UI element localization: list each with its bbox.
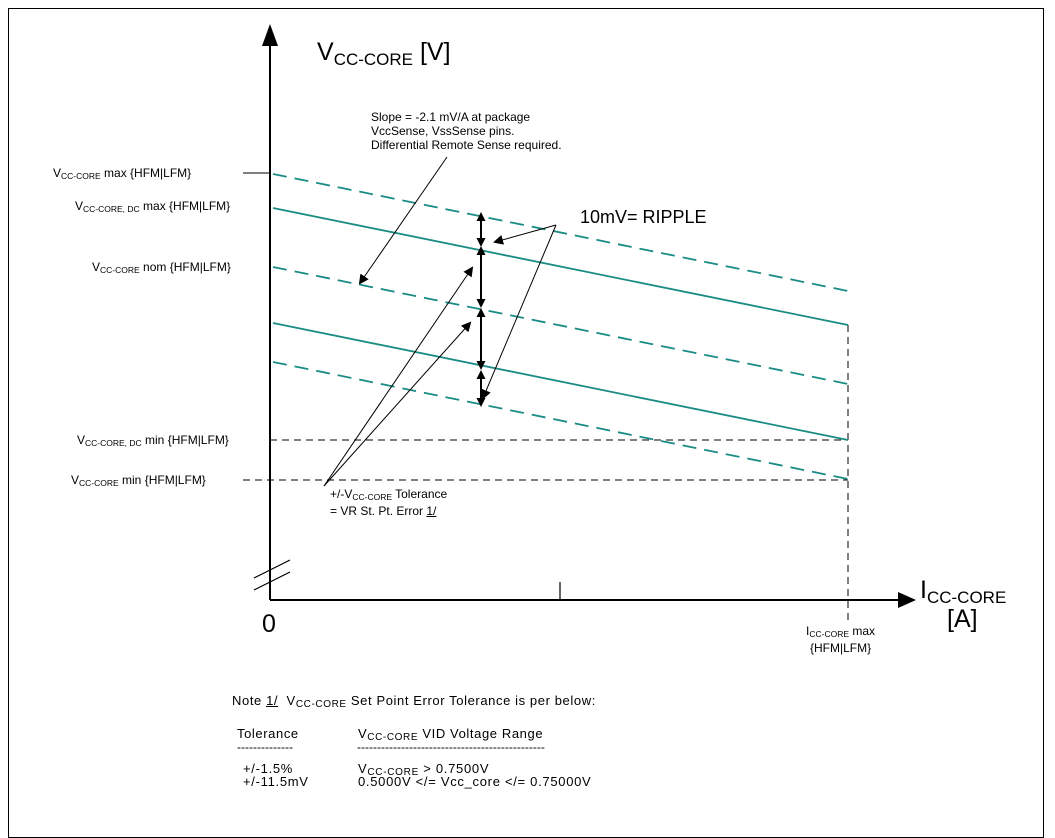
range-column-rule: ----------------------------------------…	[357, 740, 545, 754]
tolerance-annotation: +/-VCC-CORE Tolerance = VR St. Pt. Error…	[330, 487, 448, 518]
tolerance-row: +/-11.5mV	[243, 774, 309, 789]
vmin-label: VCC-CORE min {HFM|LFM}	[71, 473, 206, 488]
icc-max-label: ICC-CORE max {HFM|LFM}	[806, 624, 876, 655]
ripple-callout-pointer	[493, 224, 557, 245]
vdc-max-load-line	[272, 207, 849, 326]
vdc-min-label: VCC-CORE, DC min {HFM|LFM}	[77, 433, 229, 448]
slope-annotation: Slope = -2.1 mV/A at package VccSense, V…	[371, 110, 562, 152]
y-axis-title: VCC-CORE [V]	[317, 38, 451, 69]
vmin-load-line	[272, 361, 849, 480]
origin-label: 0	[262, 610, 276, 638]
tolerance-callout-pointer	[323, 266, 474, 487]
axis-break-mark	[253, 559, 291, 579]
vnom-label: VCC-CORE nom {HFM|LFM}	[92, 260, 231, 275]
x-axis-arrowhead	[898, 592, 916, 608]
y-axis-arrowhead	[262, 24, 278, 46]
vmax-label: VCC-CORE max {HFM|LFM}	[53, 166, 192, 181]
vnom-load-line	[272, 266, 849, 385]
axis-break-mark	[253, 571, 291, 591]
range-row: 0.5000V </= Vcc_core </= 0.75000V	[358, 774, 592, 789]
ripple-label: 10mV= RIPPLE	[580, 207, 707, 227]
range-row: VCC-CORE > 0.7500V	[358, 761, 490, 778]
tolerance-callout-pointer	[323, 321, 472, 487]
load-line-diagram	[243, 24, 916, 620]
tolerance-column-header: Tolerance	[237, 726, 299, 741]
slope-callout-pointer	[358, 156, 448, 285]
x-axis-title: ICC-CORE	[920, 576, 1007, 607]
ripple-callout-pointer	[481, 224, 557, 400]
vmax-load-line	[272, 173, 849, 292]
x-axis-unit: [A]	[947, 605, 978, 633]
tolerance-column-rule: --------------	[237, 740, 293, 754]
vdc-min-load-line	[272, 322, 849, 441]
tolerance-row: +/-1.5%	[243, 761, 294, 776]
vdc-max-label: VCC-CORE, DC max {HFM|LFM}	[75, 199, 231, 214]
footnote-heading: Note 1/ VCC-CORE Set Point Error Toleran…	[232, 693, 596, 710]
range-column-header: VCC-CORE VID Voltage Range	[358, 726, 544, 743]
